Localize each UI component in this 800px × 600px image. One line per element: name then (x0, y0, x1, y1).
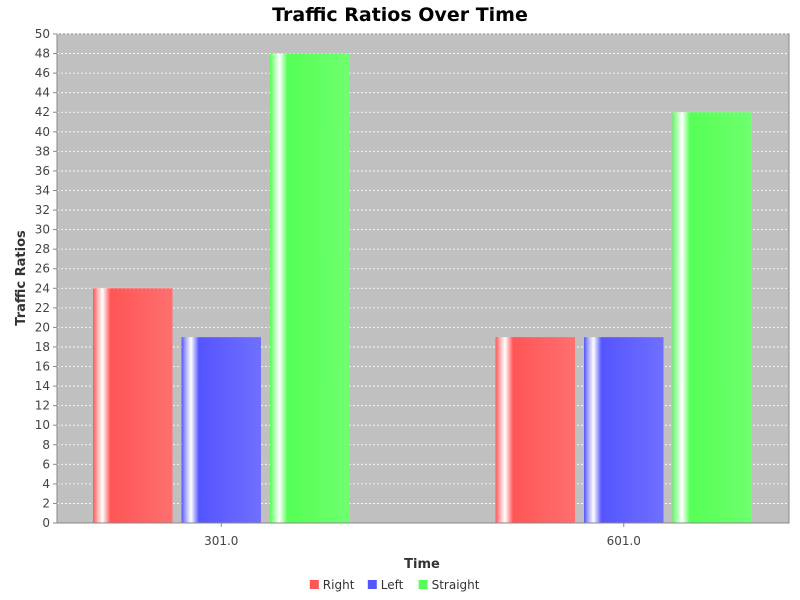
legend-label: Straight (432, 578, 480, 592)
y-axis-label: Traffic Ratios (14, 230, 29, 326)
y-axis: 0246810121416182022242628303234363840424… (35, 27, 58, 530)
bar-left-301.0 (181, 337, 261, 523)
y-tick-label: 6 (42, 457, 50, 471)
y-tick-label: 20 (35, 320, 50, 334)
x-tick-label: 301.0 (204, 534, 238, 548)
grid-lines (57, 33, 789, 504)
legend-item-left: Left (367, 578, 404, 592)
y-tick-label: 0 (42, 516, 50, 530)
bars (93, 53, 752, 524)
legend-label: Right (323, 578, 355, 592)
chart-title: Traffic Ratios Over Time (272, 4, 528, 26)
y-tick-label: 16 (35, 360, 50, 374)
legend-swatch (418, 580, 428, 589)
y-tick-label: 40 (35, 125, 50, 139)
y-tick-label: 30 (35, 223, 50, 237)
legend-swatch (309, 580, 319, 589)
legend: Right Left Straight (309, 578, 480, 592)
y-tick-label: 26 (35, 262, 50, 276)
bar-right-301.0 (93, 288, 173, 523)
bar-straight-301.0 (270, 53, 350, 524)
y-tick-label: 48 (35, 47, 50, 61)
plot-area (56, 33, 790, 524)
y-tick-label: 24 (35, 281, 50, 295)
legend-item-right: Right (309, 578, 355, 592)
y-tick-label: 10 (35, 418, 50, 432)
y-tick-label: 46 (35, 66, 50, 80)
y-tick-label: 28 (35, 242, 50, 256)
y-tick-label: 4 (42, 477, 50, 491)
y-tick-label: 8 (42, 438, 50, 452)
bar-left-601.0 (584, 337, 664, 523)
y-tick-label: 42 (35, 105, 50, 119)
y-tick-label: 18 (35, 340, 50, 354)
y-tick-label: 36 (35, 164, 50, 178)
y-tick-label: 14 (35, 379, 50, 393)
x-axis: 301.0 601.0 (57, 522, 789, 548)
legend-item-straight: Straight (418, 578, 480, 592)
y-tick-label: 12 (35, 399, 50, 413)
y-tick-label: 32 (35, 203, 50, 217)
bar-right-601.0 (495, 337, 575, 523)
y-tick-label: 22 (35, 301, 50, 315)
bar-straight-601.0 (672, 112, 752, 524)
y-tick-label: 38 (35, 144, 50, 158)
y-tick-label: 2 (42, 496, 50, 510)
legend-swatch (367, 580, 377, 589)
x-tick-label: 601.0 (607, 534, 641, 548)
legend-label: Left (381, 578, 404, 592)
y-tick-label: 34 (35, 183, 50, 197)
y-tick-label: 44 (35, 86, 50, 100)
y-tick-label: 50 (35, 27, 50, 41)
x-axis-label: Time (404, 557, 440, 572)
